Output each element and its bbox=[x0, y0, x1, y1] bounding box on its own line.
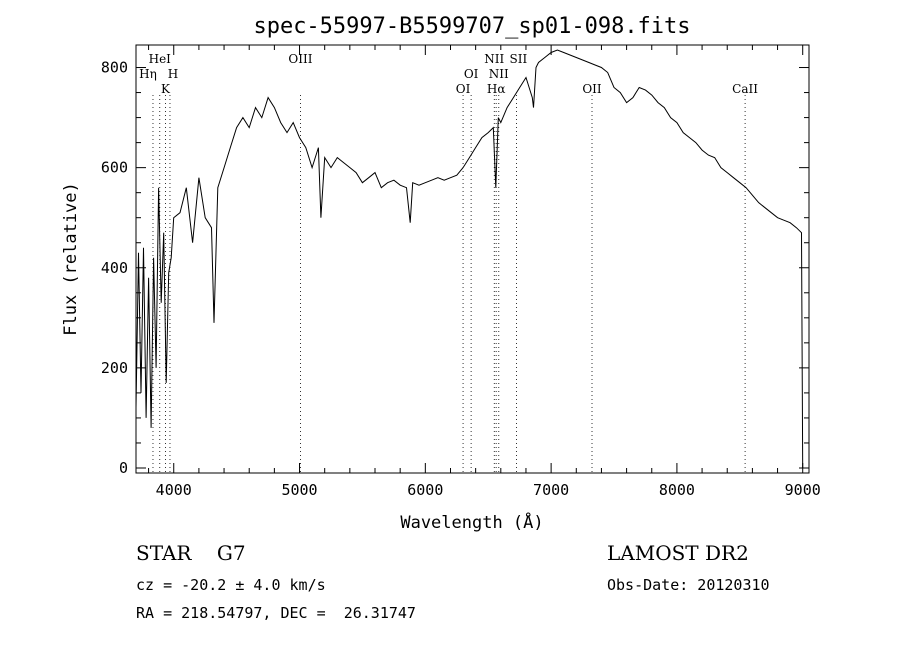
y-axis: 0 200 400 600 800 bbox=[101, 59, 809, 477]
line-label: K bbox=[161, 82, 171, 96]
line-label: H bbox=[168, 67, 178, 81]
x-tick-label: 8000 bbox=[659, 481, 695, 499]
velocity-text: cz = -20.2 ± 4.0 km/s bbox=[136, 576, 326, 594]
object-class: STAR G7 bbox=[136, 541, 246, 565]
line-label: CaII bbox=[732, 82, 758, 96]
x-axis: 4000 5000 6000 7000 8000 9000 bbox=[148, 45, 821, 499]
line-label: SII bbox=[510, 52, 528, 66]
survey-name: LAMOST DR2 bbox=[607, 541, 749, 565]
y-axis-label: Flux (relative) bbox=[61, 182, 81, 336]
spectrum-series-line bbox=[135, 49, 804, 469]
y-tick-label: 600 bbox=[101, 159, 128, 177]
x-tick-label: 5000 bbox=[281, 481, 317, 499]
plot-frame bbox=[135, 44, 810, 474]
emission-line-markers bbox=[152, 95, 746, 473]
line-label: Hα bbox=[487, 82, 506, 96]
y-tick-label: 200 bbox=[101, 359, 128, 377]
line-label: OI bbox=[464, 67, 479, 81]
y-tick-label: 400 bbox=[101, 259, 128, 277]
line-label: Hη bbox=[139, 67, 157, 81]
x-axis-label: Wavelength (Å) bbox=[400, 511, 543, 533]
line-label: NII bbox=[484, 52, 504, 66]
line-label: HeI bbox=[149, 52, 172, 66]
x-tick-label: 9000 bbox=[785, 481, 821, 499]
line-label: OIII bbox=[288, 52, 312, 66]
line-label: OII bbox=[582, 82, 602, 96]
x-tick-label: 6000 bbox=[407, 481, 443, 499]
coordinates-text: RA = 218.54797, DEC = 26.31747 bbox=[136, 604, 416, 622]
x-tick-label: 7000 bbox=[533, 481, 569, 499]
line-label: NII bbox=[489, 67, 509, 81]
obs-date: Obs-Date: 20120310 bbox=[607, 576, 770, 594]
y-tick-label: 800 bbox=[101, 59, 128, 77]
x-tick-label: 4000 bbox=[156, 481, 192, 499]
y-tick-label: 0 bbox=[119, 459, 128, 477]
chart-title: spec-55997-B5599707_sp01-098.fits bbox=[253, 14, 690, 39]
line-label: OI bbox=[456, 82, 471, 96]
